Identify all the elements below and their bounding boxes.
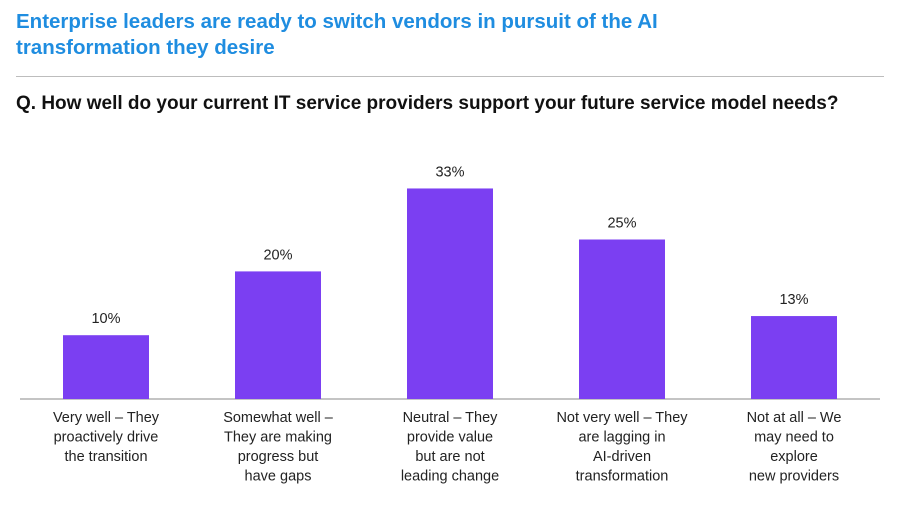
data-label-1: 10% [91,311,120,327]
title-divider [16,76,884,77]
data-label-4: 25% [607,216,636,232]
category-label-1: Very well – They proactively drive the tra… [53,410,160,465]
category-label-3: Neutral – They provide value but are not le… [401,410,499,485]
bar-3 [407,188,493,399]
bar-4 [579,239,665,399]
chart-question: Q. How well do your current IT service p… [16,93,839,114]
bar-5 [751,316,837,399]
category-label-5: Not at all – We may need to explore new pro… [747,410,842,485]
category-label-2: Somewhat well – They are making progress b… [223,410,334,485]
data-label-3: 33% [435,164,464,180]
category-label-4: Not very well – They are lagging in AI-dri… [556,410,688,485]
bar-1 [63,335,149,399]
bar-2 [235,271,321,399]
data-label-5: 13% [779,292,808,308]
chart-title: Enterprise leaders are ready to switch v… [16,10,658,59]
data-label-2: 20% [263,247,292,263]
